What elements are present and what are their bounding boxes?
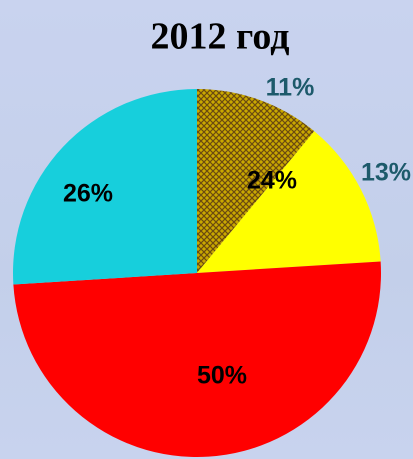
pie-slice <box>197 131 381 273</box>
data-label: 50% <box>197 362 247 390</box>
annotation: 24% <box>247 167 297 195</box>
pie-slice <box>197 89 315 273</box>
data-label: 11% <box>266 74 315 102</box>
pie-slice <box>12 89 197 285</box>
data-label: 26% <box>63 180 113 208</box>
pie-slice <box>13 261 382 457</box>
chart-title: 2012 год <box>151 16 290 58</box>
data-label: 13% <box>361 159 411 187</box>
